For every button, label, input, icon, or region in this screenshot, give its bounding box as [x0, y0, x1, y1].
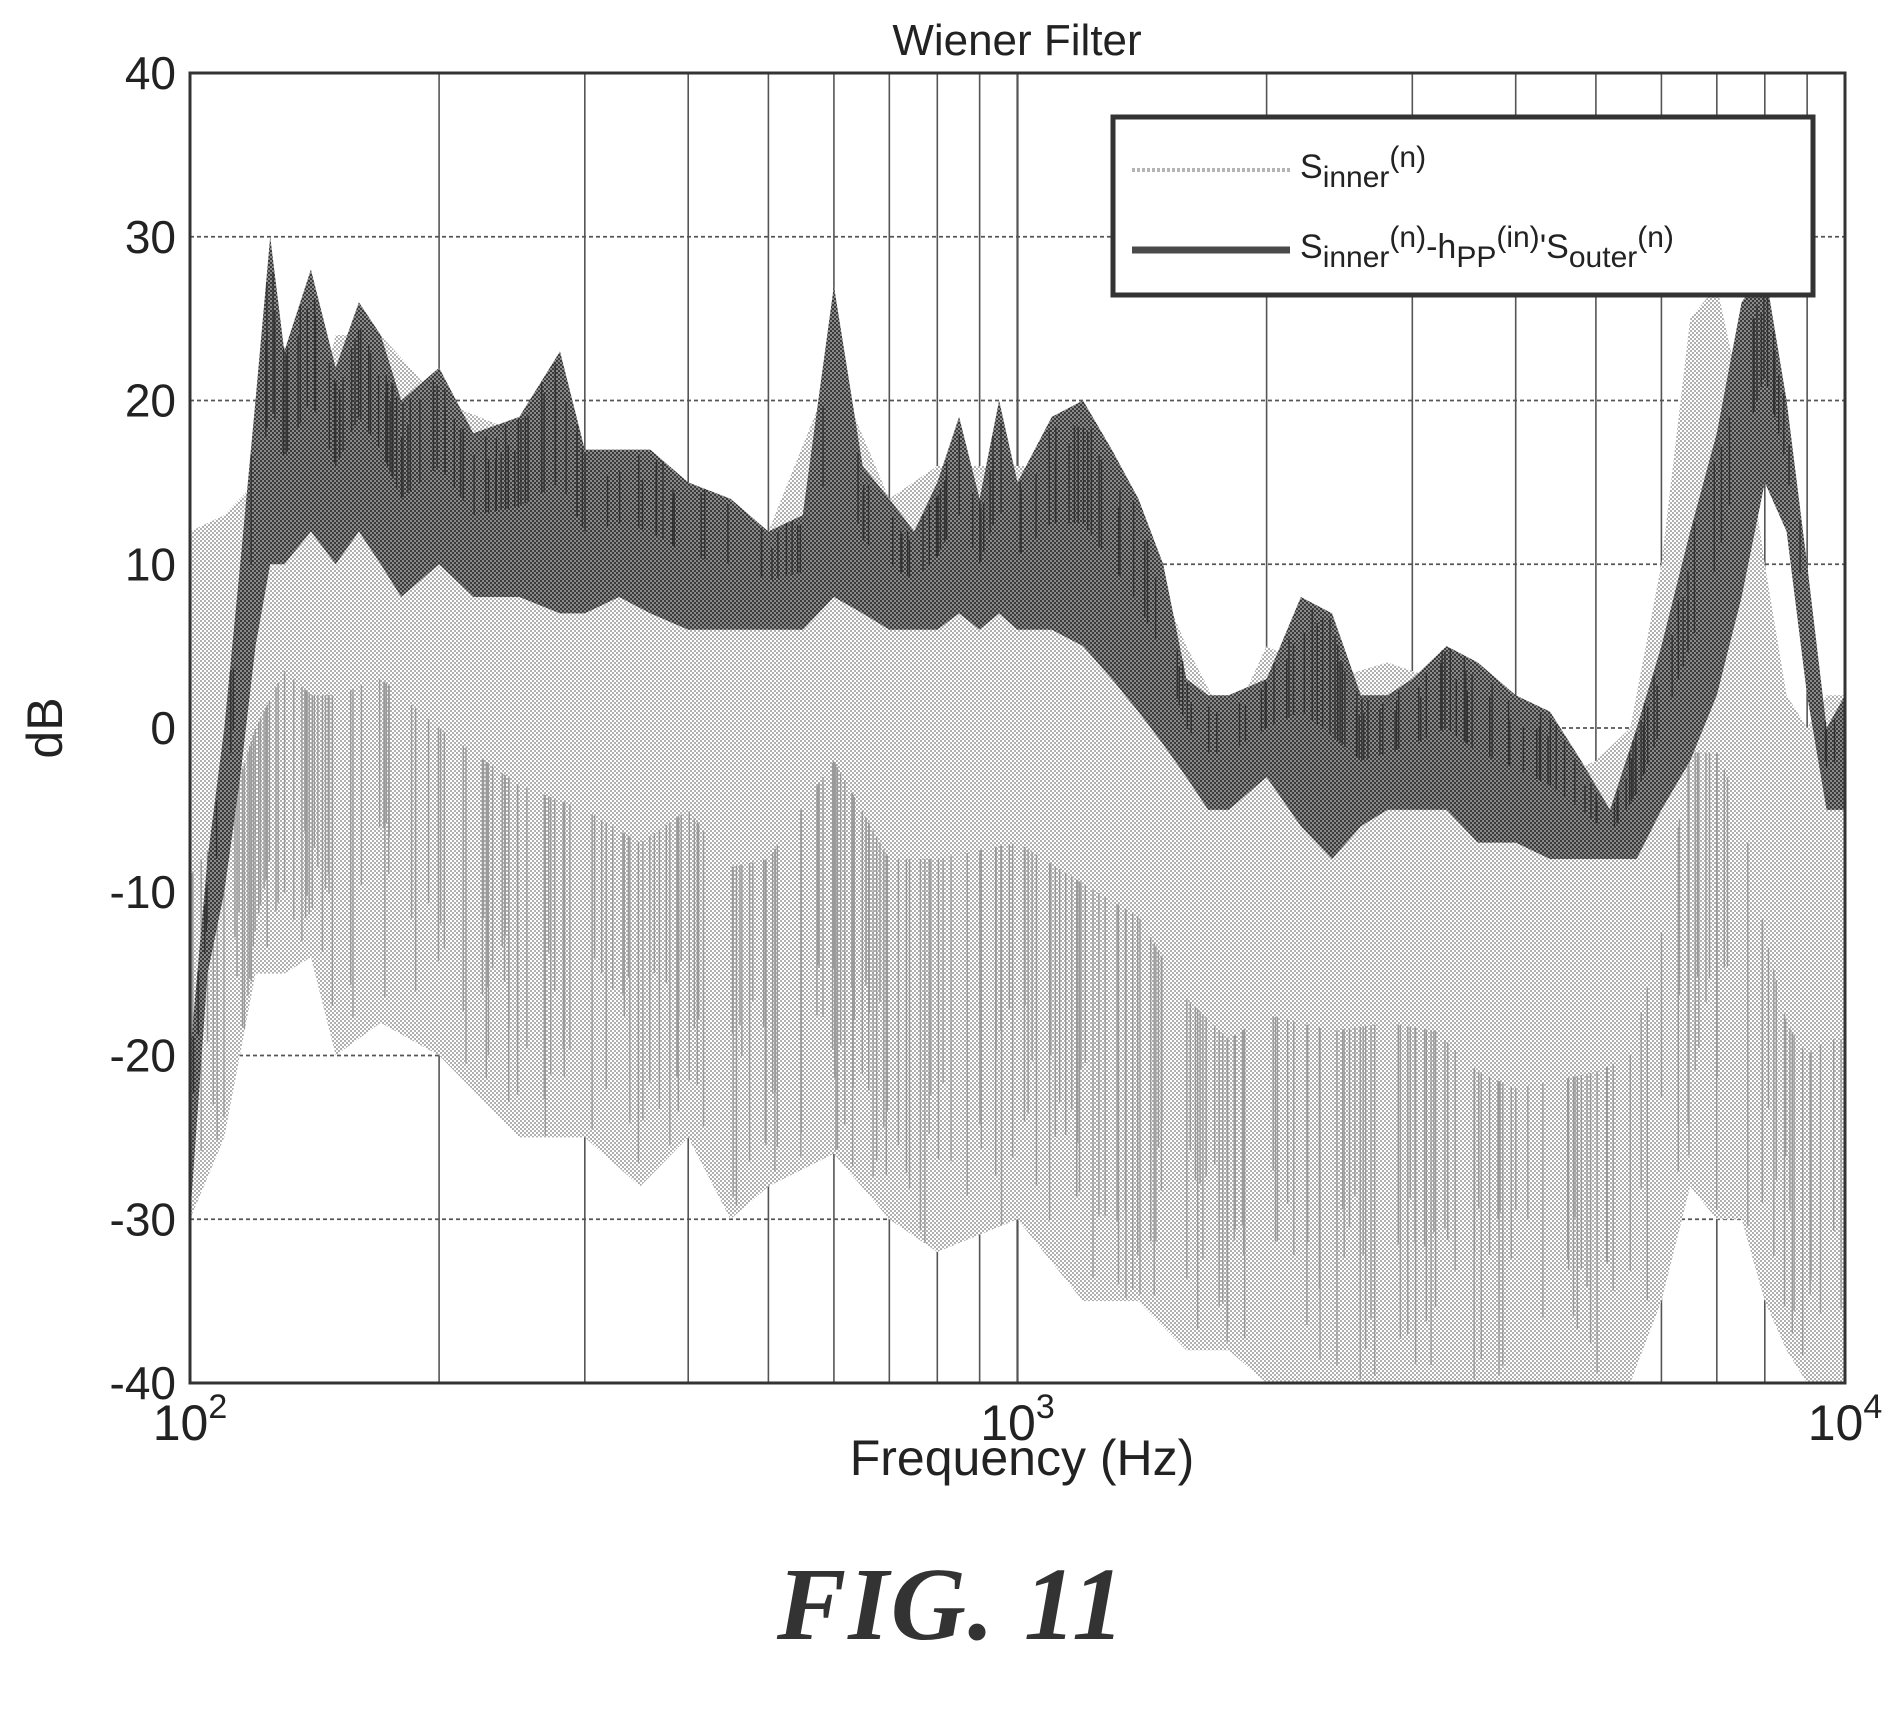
y-tick-label: -40: [110, 1357, 176, 1409]
legend-box: [1110, 114, 1816, 298]
chart-title: Wiener Filter: [892, 16, 1141, 65]
series-2-band: [190, 236, 1845, 1220]
y-tick-label: -30: [110, 1193, 176, 1245]
y-tick-label: 20: [125, 375, 176, 427]
y-axis-label: dB: [17, 697, 73, 758]
y-tick-label: -20: [110, 1030, 176, 1082]
x-tick-label: 102: [153, 1388, 228, 1451]
legend-label-series-1: Sinner(n): [1300, 141, 1426, 194]
x-tick-label: 103: [980, 1388, 1055, 1451]
y-tick-label: 10: [125, 538, 176, 590]
y-tick-label: 0: [150, 702, 176, 754]
x-axis-label: Frequency (Hz): [850, 1430, 1195, 1486]
x-tick-label: 104: [1808, 1388, 1883, 1451]
y-tick-label: 40: [125, 47, 176, 99]
y-tick-label: -10: [110, 866, 176, 918]
plot-frame: [188, 71, 1847, 1385]
legend: Sinner(n) Sinner(n)-hPP(in)'Souter(n): [1110, 114, 1816, 298]
legend-label-series-2: Sinner(n)-hPP(in)'Souter(n): [1300, 221, 1674, 274]
y-tick-label: 30: [125, 211, 176, 263]
figure-caption: FIG. 11: [776, 1547, 1127, 1662]
series-layer: [190, 236, 1845, 1383]
